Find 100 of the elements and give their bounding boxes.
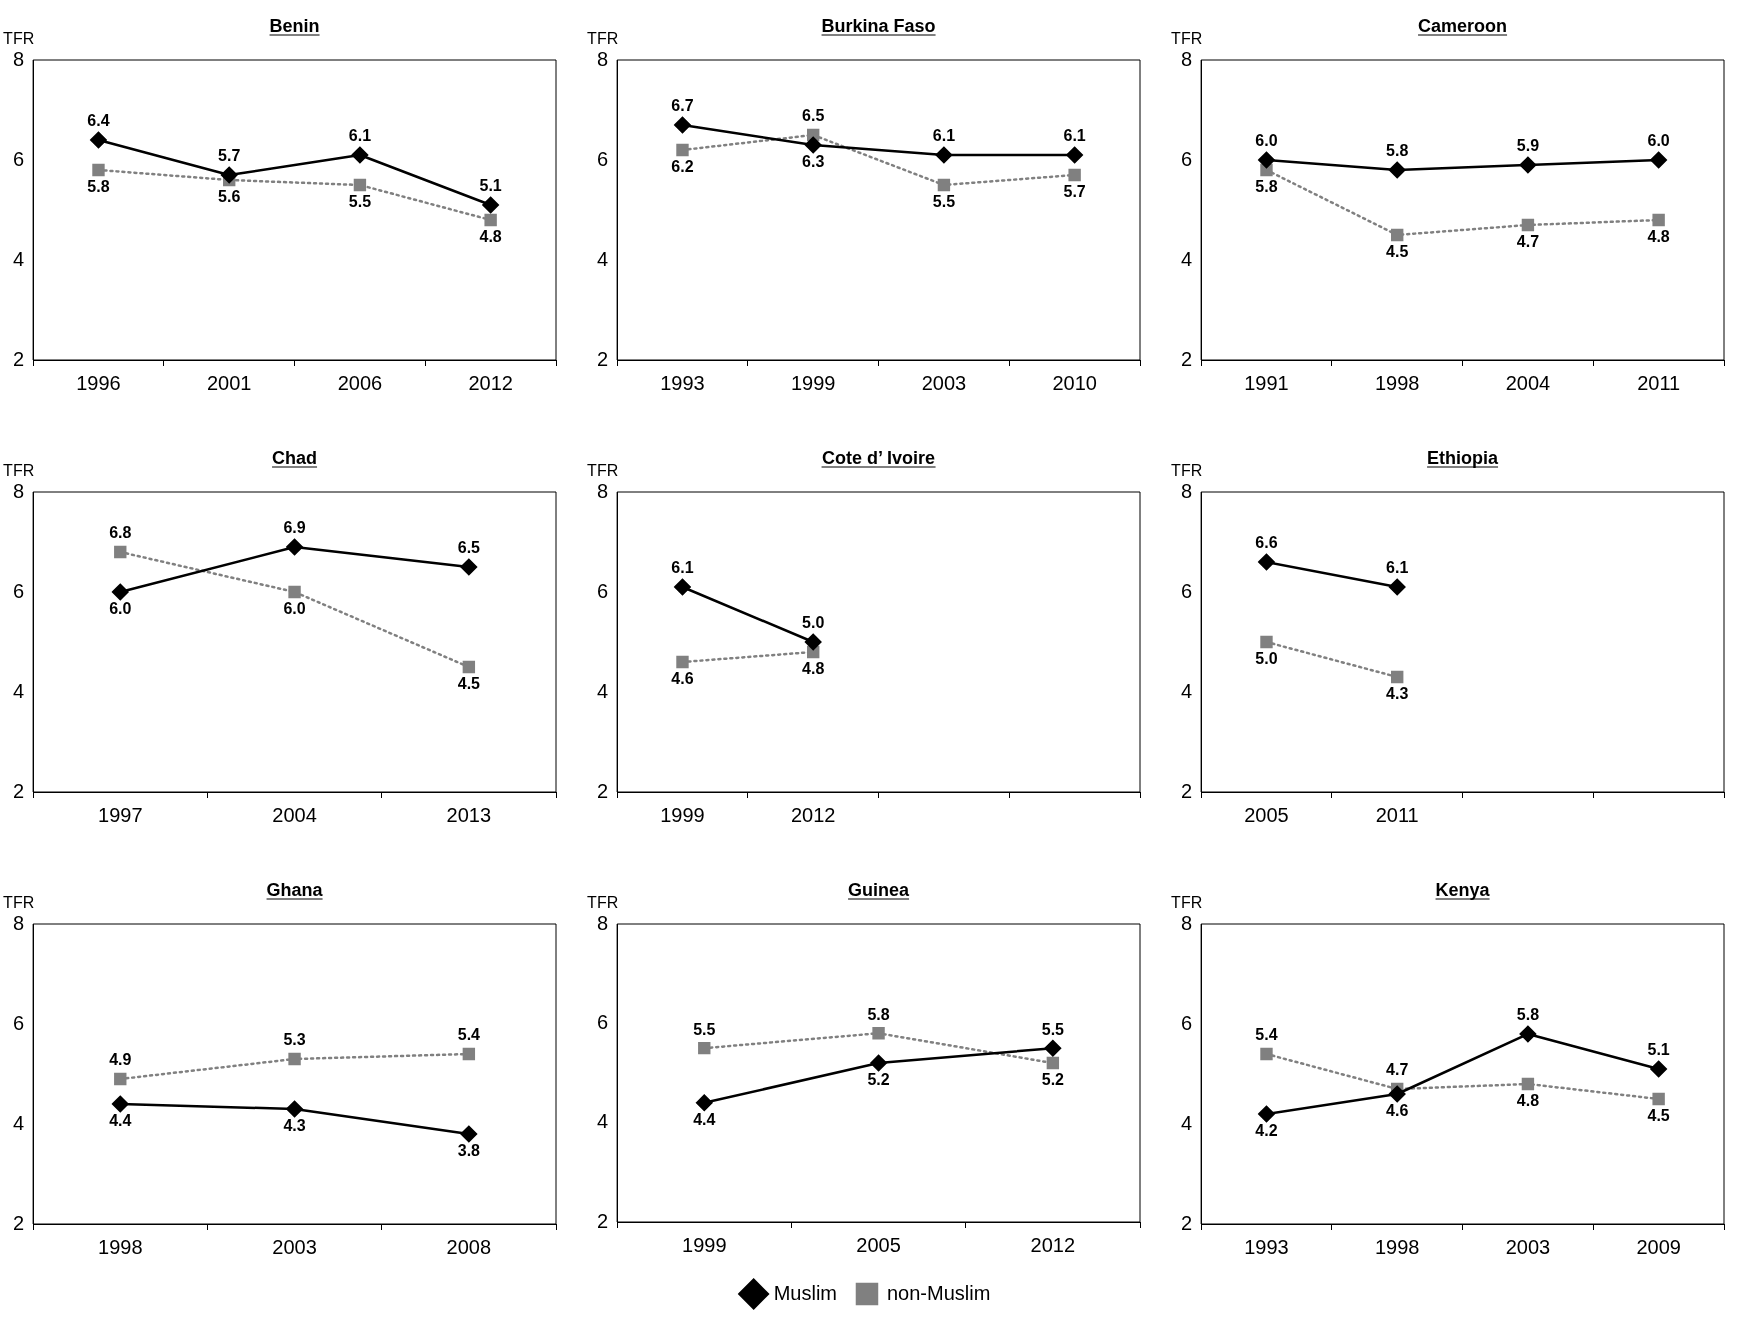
y-tick-label: 2 [13,347,25,370]
chart-title: Ethiopia [1427,448,1500,468]
x-tick-label: 1999 [790,371,836,394]
x-tick-label: 2006 [337,371,383,394]
x-tick-label: 2008 [446,1235,492,1258]
chart-title: Cameroon [1418,16,1508,36]
x-tick-label: 1996 [76,371,121,394]
y-tick-label: 2 [597,1209,609,1232]
y-axis-title: TFR [587,894,619,911]
x-tick-label: 2012 [468,371,513,394]
y-tick-label: 8 [1181,47,1193,70]
data-label: 6.8 [109,524,132,542]
y-tick-label: 4 [13,247,25,270]
data-label: 5.5 [693,1020,716,1038]
y-tick-label: 2 [597,347,609,370]
data-label: 4.4 [693,1111,716,1129]
y-tick-label: 8 [1181,911,1193,934]
data-label: 5.7 [218,147,241,165]
legend-label: Muslim [773,1281,837,1304]
data-label: 5.4 [457,1026,481,1044]
data-label: 4.8 [479,228,502,246]
y-tick-label: 8 [597,911,609,934]
data-label: 5.2 [867,1071,890,1089]
data-label: 5.2 [1041,1071,1065,1089]
chart-title: Cote d’ Ivoire [822,448,936,468]
y-tick-label: 6 [13,579,25,602]
x-tick-label: 2011 [1637,371,1681,394]
x-tick-label: 1998 [98,1235,143,1258]
chart-title: Benin [269,16,320,36]
x-tick-label: 2012 [1030,1233,1076,1256]
y-axis-title: TFR [587,462,619,479]
data-label: 6.3 [802,153,825,171]
y-axis-title: TFR [587,30,619,47]
x-tick-label: 1999 [682,1233,727,1256]
x-tick-label: 1991 [1244,371,1289,394]
data-label: 4.4 [109,1112,132,1130]
data-label: 6.7 [671,97,694,115]
data-label: 6.5 [802,107,825,125]
y-tick-label: 6 [1181,147,1193,170]
data-label: 5.8 [867,1005,890,1023]
data-label: 5.5 [932,193,956,211]
y-tick-label: 8 [13,47,25,70]
data-label: 6.1 [348,127,372,145]
y-tick-label: 4 [13,1111,25,1134]
y-tick-label: 8 [13,479,25,502]
data-label: 5.4 [1255,1026,1278,1044]
data-label: 4.7 [1386,1061,1409,1079]
data-label: 6.1 [671,559,694,577]
data-label: 6.0 [283,600,306,618]
x-tick-label: 2012 [790,803,836,826]
data-label: 4.5 [1647,1107,1670,1125]
data-label: 6.2 [671,158,694,176]
y-tick-label: 4 [597,1110,609,1133]
data-label: 5.8 [87,178,110,196]
data-label: 6.0 [1255,132,1278,150]
data-label: 6.1 [1386,559,1409,577]
data-label: 6.6 [1255,534,1278,552]
data-label: 4.6 [671,670,694,688]
data-label: 5.5 [348,193,372,211]
data-label: 6.4 [87,112,110,130]
data-label: 5.1 [479,177,502,195]
y-tick-label: 2 [1181,347,1193,370]
chart-title: Ghana [266,880,324,900]
x-tick-label: 2013 [446,803,492,826]
y-tick-label: 2 [597,779,609,802]
data-label: 5.8 [1386,142,1409,160]
y-tick-label: 6 [1181,1011,1193,1034]
x-tick-label: 2005 [856,1233,901,1256]
data-label: 5.0 [1255,650,1278,668]
data-label: 4.7 [1516,233,1540,251]
x-tick-label: 2003 [921,371,967,394]
x-tick-label: 2001 [206,371,252,394]
y-axis-title: TFR [3,462,35,479]
x-tick-label: 2003 [1505,1235,1551,1258]
y-tick-label: 4 [1181,679,1193,702]
data-label: 5.5 [1041,1020,1065,1038]
y-tick-label: 4 [597,679,609,702]
data-label: 4.8 [1647,228,1670,246]
x-tick-label: 1993 [1244,1235,1289,1258]
data-label: 5.9 [1516,137,1540,155]
data-label: 6.5 [457,539,481,557]
y-axis-title: TFR [1171,894,1203,911]
data-label: 6.1 [932,127,956,145]
data-label: 6.1 [1063,127,1086,145]
chart-title: Burkina Faso [821,16,936,36]
data-label: 3.8 [457,1142,481,1160]
y-tick-label: 4 [1181,247,1193,270]
y-axis-title: TFR [3,30,35,47]
x-tick-label: 2004 [272,803,317,826]
y-tick-label: 2 [13,1211,25,1234]
data-label: 5.1 [1647,1041,1670,1059]
y-axis-title: TFR [1171,462,1203,479]
data-label: 6.0 [109,600,132,618]
x-tick-label: 2003 [272,1235,317,1258]
x-tick-label: 2011 [1375,803,1419,826]
data-label: 5.0 [802,614,825,632]
x-tick-label: 2009 [1636,1235,1681,1258]
data-label: 4.8 [802,660,825,678]
y-tick-label: 6 [13,1011,25,1034]
y-tick-label: 6 [597,1010,609,1033]
